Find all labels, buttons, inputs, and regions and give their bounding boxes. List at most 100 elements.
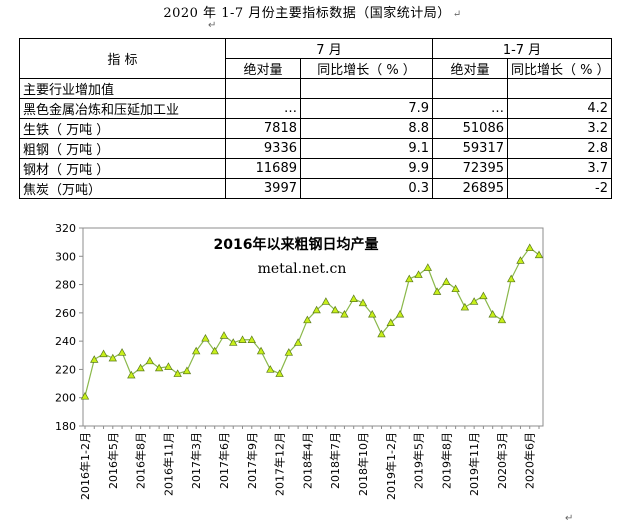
row-ytd-yoy: -2 bbox=[507, 178, 612, 199]
data-point bbox=[191, 346, 201, 355]
row-month-abs: 7818 bbox=[225, 118, 301, 139]
data-point bbox=[173, 369, 182, 377]
data-point bbox=[451, 284, 460, 293]
data-point bbox=[127, 370, 136, 379]
data-point bbox=[368, 309, 377, 318]
header-indicator: 指 标 bbox=[19, 38, 226, 79]
data-point bbox=[182, 366, 192, 375]
data-point bbox=[405, 274, 414, 283]
x-tick-label: 2016年5月 bbox=[106, 432, 120, 489]
x-tick-label: 2018年7月 bbox=[328, 432, 342, 489]
x-tick-label: 2016年8月 bbox=[134, 432, 148, 489]
table-header-row: 指 标 7 月 1-7 月 bbox=[19, 38, 612, 79]
data-point bbox=[136, 363, 145, 372]
data-point bbox=[312, 305, 321, 314]
data-point bbox=[303, 315, 312, 324]
data-point bbox=[469, 297, 479, 305]
y-tick-label: 180 bbox=[55, 420, 76, 433]
data-point bbox=[377, 329, 386, 338]
data-point bbox=[201, 333, 210, 342]
row-ytd-abs: … bbox=[432, 98, 508, 119]
row-month-yoy: 0.3 bbox=[300, 178, 433, 199]
data-point bbox=[534, 250, 544, 259]
data-point bbox=[358, 298, 368, 307]
row-month-yoy: 7.9 bbox=[300, 98, 433, 119]
plot-area bbox=[82, 227, 544, 427]
data-point bbox=[423, 263, 433, 271]
paragraph-mark-icon: ↵ bbox=[452, 9, 462, 20]
row-ytd-abs: 26895 bbox=[432, 178, 508, 199]
data-point bbox=[516, 256, 525, 264]
header-month: 7 月 bbox=[225, 38, 433, 59]
data-point bbox=[497, 315, 507, 324]
data-point bbox=[488, 309, 497, 318]
data-point bbox=[99, 349, 108, 358]
data-point bbox=[247, 335, 256, 343]
x-tick-label: 2019年11月 bbox=[467, 432, 481, 496]
row-name: 焦炭（万吨） bbox=[19, 178, 226, 199]
row-month-yoy: 8.8 bbox=[300, 118, 433, 139]
data-point bbox=[229, 338, 238, 346]
x-tick-label: 2019年1-2月 bbox=[384, 432, 398, 500]
row-name: 粗钢（ 万吨 ） bbox=[19, 138, 226, 159]
data-point bbox=[117, 348, 127, 356]
data-point bbox=[321, 297, 331, 305]
x-tick-label: 2019年5月 bbox=[412, 432, 426, 489]
row-ytd-yoy: 4.2 bbox=[507, 98, 612, 119]
table-row: 钢材（ 万吨 ） 11689 9.9 72395 3.7 bbox=[19, 158, 612, 179]
table-subheader-row: 绝对量 同比增长（ % ） 绝对量 同比增长（ % ） bbox=[20, 58, 612, 79]
data-point bbox=[432, 287, 442, 295]
paragraph-mark-icon: ↵ bbox=[208, 20, 217, 31]
y-tick-label: 240 bbox=[55, 335, 76, 348]
table-row: 粗钢（ 万吨 ） 9336 9.1 59317 2.8 bbox=[19, 138, 612, 159]
data-point bbox=[386, 318, 395, 326]
y-tick-label: 280 bbox=[55, 279, 76, 292]
data-point bbox=[145, 356, 155, 365]
data-point bbox=[266, 365, 275, 373]
data-point bbox=[210, 346, 219, 355]
row-month-yoy: 9.1 bbox=[300, 138, 433, 159]
x-tick-label: 2020年3月 bbox=[495, 432, 509, 489]
x-tick-label: 2020年6月 bbox=[523, 432, 537, 489]
x-tick-label: 2019年8月 bbox=[439, 432, 453, 489]
data-point bbox=[442, 277, 451, 285]
row-month-abs: 11689 bbox=[225, 158, 301, 179]
data-point bbox=[414, 270, 423, 278]
row-month-abs: 3997 bbox=[225, 178, 301, 199]
y-tick-label: 260 bbox=[55, 307, 76, 320]
y-tick-label: 300 bbox=[55, 250, 76, 263]
data-point bbox=[90, 355, 99, 363]
data-point bbox=[154, 363, 164, 372]
row-name: 黑色金属冶炼和压延加工业 bbox=[19, 98, 226, 119]
chart-title: 2016年以来粗钢日均产量 bbox=[214, 236, 379, 253]
row-ytd-yoy: 3.7 bbox=[507, 158, 612, 179]
x-tick-label: 2018年10月 bbox=[356, 432, 370, 496]
data-point bbox=[275, 369, 284, 377]
data-point bbox=[284, 348, 294, 356]
data-point bbox=[525, 243, 534, 252]
table-row: 焦炭（万吨） 3997 0.3 26895 -2 bbox=[19, 178, 612, 199]
x-tick-label: 2016年11月 bbox=[161, 432, 175, 496]
chart-subtitle: metal.net.cn bbox=[258, 261, 347, 277]
header-ytd-abs: 绝对量 bbox=[432, 58, 508, 79]
data-point bbox=[219, 331, 229, 339]
header-month-abs: 绝对量 bbox=[225, 58, 301, 79]
y-tick-label: 200 bbox=[55, 392, 76, 405]
section-row: 主要行业增加值 bbox=[19, 78, 612, 99]
y-tick-label: 320 bbox=[55, 222, 76, 235]
data-point bbox=[80, 391, 90, 400]
row-name: 钢材（ 万吨 ） bbox=[19, 158, 226, 179]
data-point bbox=[395, 309, 405, 318]
data-point bbox=[108, 353, 117, 362]
header-ytd-yoy: 同比增长（ % ） bbox=[507, 58, 612, 79]
data-point bbox=[293, 338, 303, 346]
row-ytd-yoy: 2.8 bbox=[507, 138, 612, 159]
y-tick-label: 220 bbox=[55, 363, 76, 376]
table-row: 黑色金属冶炼和压延加工业… 7.9… 4.2 bbox=[19, 98, 612, 119]
data-point bbox=[256, 346, 266, 355]
steel-output-chart: 180 200 220 240 260 280 300 320 2016年1-2月 2016年5月… bbox=[55, 222, 544, 500]
data-point bbox=[479, 291, 488, 300]
row-ytd-abs: 59317 bbox=[432, 138, 508, 159]
row-ytd-abs: 51086 bbox=[432, 118, 508, 139]
row-month-yoy: 9.9 bbox=[300, 158, 433, 179]
